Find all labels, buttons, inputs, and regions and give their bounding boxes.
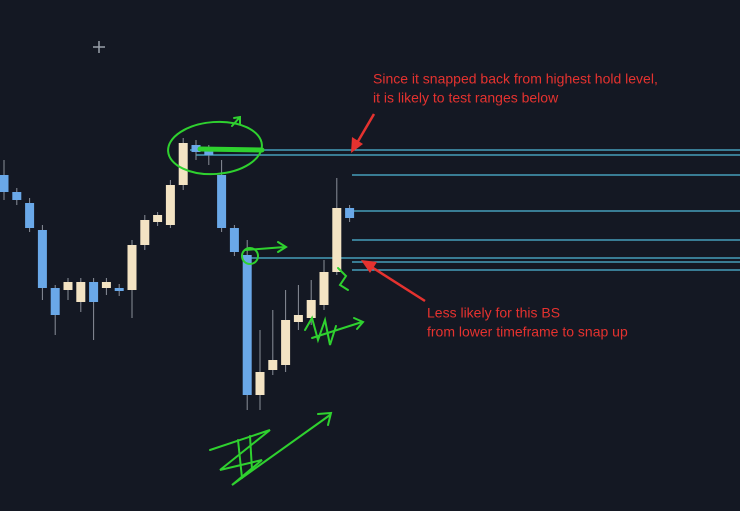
candle-body xyxy=(12,192,22,200)
candle-body xyxy=(153,215,163,222)
candle-body xyxy=(63,282,73,290)
annotation: Less likely for this BS xyxy=(427,305,560,321)
candle-body xyxy=(217,175,227,228)
candle-body xyxy=(165,185,175,225)
candle-body xyxy=(242,255,252,395)
annotation: from lower timeframe to snap up xyxy=(427,324,628,340)
candle-body xyxy=(345,208,355,218)
candle-body xyxy=(37,230,47,288)
candle-body xyxy=(332,208,342,272)
candle-body xyxy=(178,143,188,185)
candle-body xyxy=(0,175,9,192)
plot xyxy=(0,138,740,410)
candle-body xyxy=(76,282,86,302)
candle-body xyxy=(127,245,137,290)
candle-body xyxy=(306,300,316,318)
candle-body xyxy=(25,203,35,228)
candle-body xyxy=(268,360,278,370)
candle-body xyxy=(101,282,111,288)
annotation: Since it snapped back from highest hold … xyxy=(373,71,658,87)
candle-body xyxy=(229,228,239,252)
candle-body xyxy=(140,220,150,245)
candle-body xyxy=(293,315,303,322)
green-scribbles xyxy=(167,115,365,486)
annotation: it is likely to test ranges below xyxy=(373,90,559,106)
candle-body xyxy=(255,372,265,395)
candle-body xyxy=(281,320,291,365)
crosshair-icon xyxy=(93,41,105,53)
candle-body xyxy=(50,288,60,315)
candle-body xyxy=(114,288,124,291)
candle-body xyxy=(204,150,214,155)
red-arrows xyxy=(351,113,426,303)
candle-body xyxy=(89,282,99,302)
candle-body xyxy=(191,145,201,152)
candle-body xyxy=(319,272,329,305)
